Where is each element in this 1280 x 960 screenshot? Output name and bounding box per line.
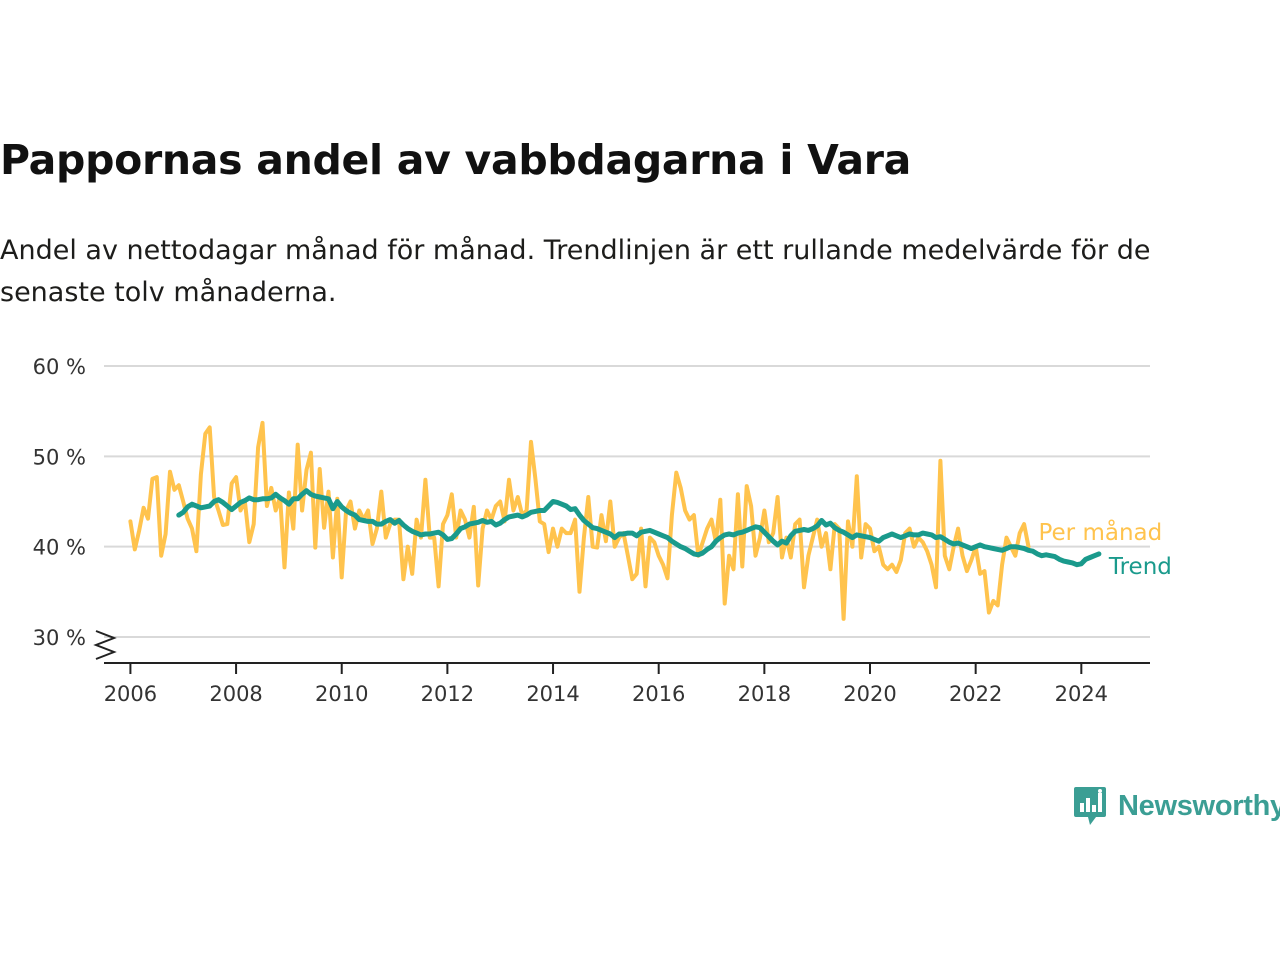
y-tick-label: 60 %: [33, 355, 86, 379]
series-line-per-manad: [128, 420, 1031, 621]
x-tick-label: 2016: [632, 682, 685, 706]
newsworthy-wordmark: Newsworthy: [1118, 789, 1280, 822]
series-lines: [128, 420, 1102, 621]
x-tick-label: 2024: [1055, 682, 1108, 706]
x-tick-label: 2018: [738, 682, 791, 706]
series-label-trend: Trend: [1108, 554, 1172, 580]
series-labels: Per månad Trend: [1038, 518, 1171, 580]
x-tick-label: 2014: [526, 682, 579, 706]
axis-break-zigzag: [93, 630, 117, 660]
x-tick-label: 2022: [949, 682, 1002, 706]
y-tick-label: 50 %: [33, 445, 86, 469]
chart-subtitle: Andel av nettodagar månad för månad. Tre…: [0, 235, 1151, 308]
x-tick-label: 2020: [843, 682, 896, 706]
newsworthy-logo: Newsworthy: [1072, 784, 1280, 828]
y-axis-labels: 30 % 40 % 50 % 60 %: [33, 355, 86, 650]
x-axis: 2006 2008 2010 2012 2014 2016 2018 2020 2022 2024: [93, 630, 1150, 706]
y-tick-label: 30 %: [33, 626, 86, 650]
series-line-trend: [176, 488, 1102, 568]
x-tick-label: 2008: [209, 682, 262, 706]
x-tick-label: 2006: [104, 682, 157, 706]
x-tick-label: 2012: [421, 682, 474, 706]
line-chart: 30 % 40 % 50 % 60 % 2006 2008 2010 2012 2014 201…: [33, 355, 1172, 706]
newsworthy-logo-icon: [1074, 787, 1106, 825]
chart-title: Pappornas andel av vabbdagarna i Vara: [0, 136, 911, 184]
y-tick-label: 40 %: [33, 536, 86, 560]
x-tick-label: 2010: [315, 682, 368, 706]
series-label-per-manad: Per månad: [1038, 518, 1162, 546]
